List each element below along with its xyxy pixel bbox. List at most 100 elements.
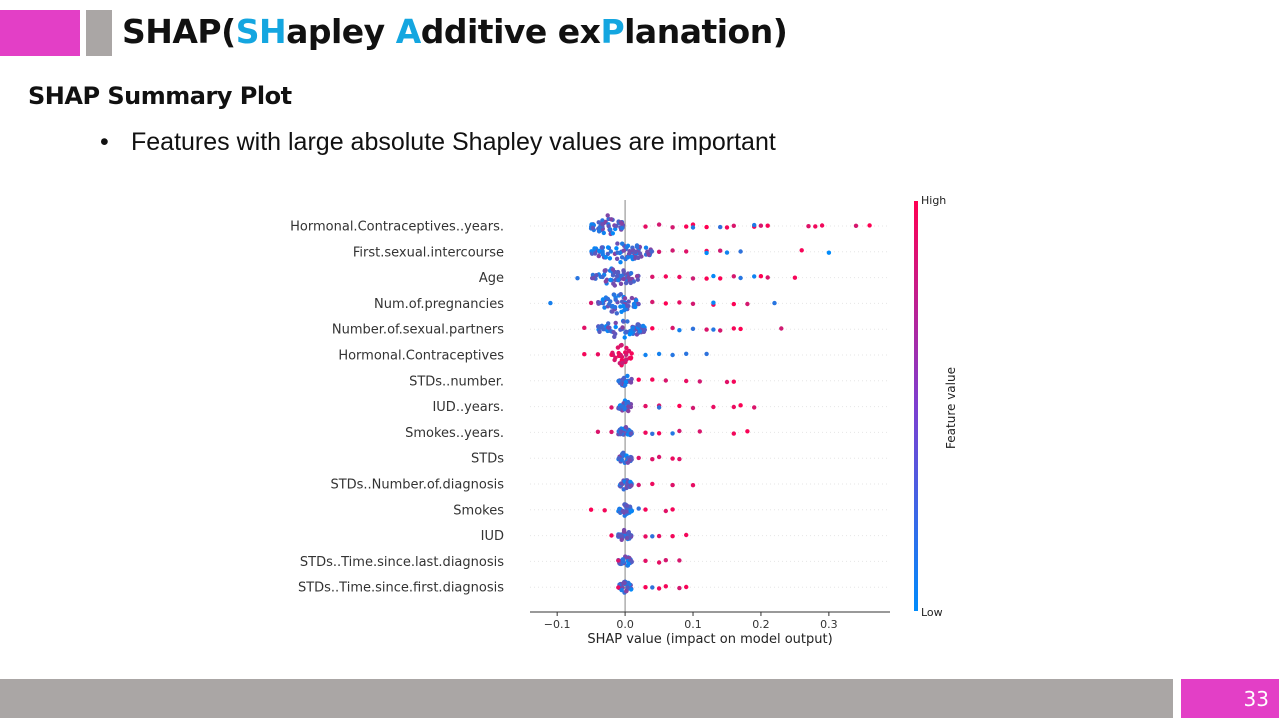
page-number: 33 — [1243, 687, 1269, 711]
shap-point — [629, 483, 634, 488]
shap-point — [616, 378, 621, 384]
shap-point — [620, 325, 625, 330]
shap-point-high — [670, 225, 675, 230]
shap-point-low — [690, 225, 696, 230]
shap-point-high — [697, 379, 702, 384]
feature-label: Smokes — [453, 503, 504, 518]
shap-point-high — [718, 248, 723, 253]
shap-point-high — [711, 404, 716, 410]
accent-block-gray — [86, 10, 112, 56]
shap-point-low — [711, 327, 716, 332]
feature-label: IUD..years. — [432, 400, 504, 415]
shap-point — [623, 357, 628, 363]
feature-label: First.sexual.intercourse — [353, 245, 504, 260]
shap-point — [621, 268, 626, 273]
feature-label: Smokes..years. — [405, 426, 504, 441]
shap-point — [615, 250, 620, 255]
shap-point-high — [643, 507, 648, 512]
shap-point-low — [738, 275, 743, 281]
shap-point-high — [806, 224, 811, 229]
shap-point-high — [853, 223, 859, 228]
shap-point — [615, 241, 620, 246]
title-text-part: SHAP( — [122, 12, 236, 51]
shap-point — [627, 458, 632, 463]
shap-point-high — [582, 352, 587, 357]
shap-point — [618, 274, 623, 279]
shap-point-high — [677, 456, 682, 462]
colorbar-low-label: Low — [921, 606, 943, 619]
shap-point-high — [677, 558, 682, 563]
shap-point — [610, 231, 615, 236]
shap-point-high — [718, 276, 723, 281]
shap-point — [626, 408, 631, 414]
slide-title: SHAP(SHapley Additive exPlanation) — [122, 12, 788, 51]
shap-point — [636, 255, 641, 260]
shap-point-low — [650, 534, 655, 539]
shap-point-high — [670, 507, 675, 512]
shap-point-high — [656, 586, 662, 591]
shap-point — [616, 456, 622, 461]
shap-point — [616, 532, 621, 537]
shap-point-high — [758, 274, 764, 279]
shap-point-high — [663, 584, 668, 589]
shap-point — [619, 481, 624, 486]
shap-point — [622, 335, 627, 340]
shap-point-high — [643, 403, 648, 409]
shap-point — [613, 297, 618, 302]
shap-point — [619, 226, 625, 231]
shap-point — [596, 253, 601, 259]
slide-subtitle: SHAP Summary Plot — [28, 82, 292, 110]
shap-point — [611, 330, 616, 335]
shap-point-high — [799, 248, 804, 253]
shap-point-low — [752, 274, 757, 279]
shap-point — [629, 509, 634, 514]
shap-point — [612, 305, 618, 310]
shap-point-high — [609, 429, 614, 435]
shap-point — [623, 509, 629, 514]
shap-point-high — [588, 300, 594, 306]
shap-point-high — [718, 328, 723, 333]
shap-point — [633, 249, 638, 255]
shap-point-high — [704, 327, 709, 332]
feature-label: Hormonal.Contraceptives..years. — [290, 220, 504, 235]
shap-point — [605, 296, 611, 302]
shap-point — [597, 300, 603, 306]
shap-point-high — [609, 352, 614, 357]
shap-point-high — [663, 558, 668, 563]
shap-point-low — [650, 585, 655, 590]
shap-point — [635, 277, 640, 282]
shap-point — [626, 275, 631, 280]
shap-point-low — [711, 300, 716, 305]
shap-point — [600, 222, 605, 227]
shap-point-high — [819, 223, 825, 228]
shap-point-low — [670, 431, 675, 436]
shap-point — [597, 225, 602, 230]
shap-point-high — [731, 301, 736, 307]
title-highlight-letters: A — [395, 12, 422, 51]
shap-point — [608, 277, 613, 283]
colorbar-high-label: High — [921, 194, 946, 207]
shap-point — [622, 296, 628, 301]
shap-point — [628, 280, 633, 286]
shap-point-high — [690, 483, 696, 488]
shap-point-high — [656, 560, 662, 565]
shap-point — [620, 360, 625, 366]
shap-point-high — [745, 301, 750, 307]
shap-point — [619, 587, 624, 593]
shap-point — [642, 327, 647, 332]
shap-point-high — [602, 508, 607, 513]
shap-point — [643, 245, 649, 250]
shap-point — [594, 273, 599, 278]
shap-point — [600, 218, 605, 223]
shap-point-high — [670, 534, 675, 539]
shap-point — [625, 303, 630, 309]
title-text-part: dditive ex — [420, 12, 601, 51]
shap-point — [625, 399, 631, 405]
shap-point-high — [636, 377, 641, 382]
x-tick-label: 0.2 — [752, 618, 770, 631]
shap-point-high — [684, 532, 689, 538]
shap-point-high — [656, 533, 662, 539]
shap-point — [606, 223, 611, 229]
shap-point — [618, 281, 624, 286]
shap-point — [625, 319, 630, 324]
